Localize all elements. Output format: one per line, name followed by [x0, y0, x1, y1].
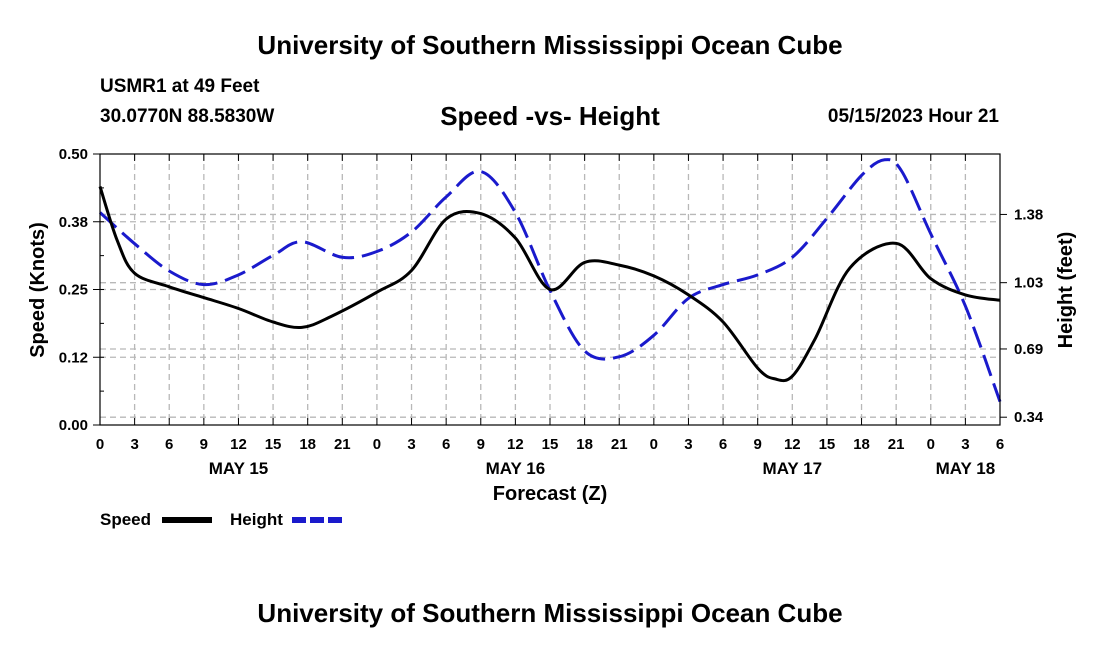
- x-tick-label: 3: [961, 436, 969, 453]
- x-tick-label: 0: [373, 436, 381, 453]
- grid: [100, 154, 1000, 425]
- x-tick-label: 12: [507, 436, 524, 453]
- y2-tick-label: 1.03: [1014, 275, 1043, 292]
- y-axis-label: Speed (Knots): [27, 222, 49, 358]
- x-tick-label: 9: [200, 436, 208, 453]
- legend-speed-label: Speed: [100, 510, 152, 529]
- x-tick-label: 0: [927, 436, 935, 453]
- speed-series-line: [98, 186, 1001, 383]
- x-tick-label: 6: [996, 436, 1004, 453]
- x-tick-label: 21: [334, 436, 351, 453]
- y2-axis-label: Height (feet): [1055, 232, 1077, 349]
- forecast-datetime: 05/15/2023 Hour 21: [827, 106, 999, 127]
- y-tick-label: 0.38: [59, 214, 88, 231]
- x-tick-label: 0: [96, 436, 104, 453]
- x-tick-label: 18: [299, 436, 316, 453]
- x-date-label: MAY 15: [209, 459, 269, 478]
- x-tick-label: 3: [407, 436, 415, 453]
- x-tick-label: 12: [784, 436, 801, 453]
- x-tick-label: 6: [719, 436, 727, 453]
- coordinates-label: 30.0770N 88.5830W: [100, 106, 275, 127]
- axes: 0 3 6 9 12 15 18 21 0 3 6 9 12 15 18 21 0 3 6 9 12 15 18 21 0 3 6M…: [59, 146, 1044, 478]
- y-tick-label: 0.12: [59, 349, 88, 366]
- y2-tick-label: 0.34: [1014, 409, 1044, 426]
- x-tick-label: 3: [130, 436, 138, 453]
- series-group: [98, 158, 1002, 403]
- x-date-label: MAY 16: [486, 459, 546, 478]
- x-tick-label: 3: [684, 436, 692, 453]
- chart-title: Speed -vs- Height: [440, 101, 660, 131]
- y2-tick-label: 0.69: [1014, 341, 1043, 358]
- height-series-line: [98, 158, 1002, 403]
- x-tick-label: 6: [442, 436, 450, 453]
- x-tick-label: 18: [853, 436, 870, 453]
- x-tick-label: 9: [477, 436, 485, 453]
- x-axis-label: Forecast (Z): [493, 483, 607, 505]
- x-tick-label: 15: [542, 436, 559, 453]
- page-title: University of Southern Mississippi Ocean…: [257, 30, 843, 60]
- x-tick-label: 21: [888, 436, 905, 453]
- station-label: USMR1 at 49 Feet: [100, 76, 260, 97]
- y-tick-label: 0.00: [59, 417, 88, 434]
- x-tick-label: 6: [165, 436, 173, 453]
- x-tick-label: 15: [819, 436, 836, 453]
- x-tick-label: 0: [650, 436, 658, 453]
- x-date-label: MAY 18: [936, 459, 996, 478]
- x-tick-label: 12: [230, 436, 247, 453]
- y-tick-label: 0.50: [59, 146, 88, 163]
- x-date-label: MAY 17: [763, 459, 823, 478]
- legend-height-label: Height: [230, 510, 283, 529]
- x-tick-label: 18: [576, 436, 593, 453]
- footer-title: University of Southern Mississippi Ocean…: [257, 598, 843, 628]
- x-tick-label: 21: [611, 436, 628, 453]
- y-tick-label: 0.25: [59, 282, 88, 299]
- y2-tick-label: 1.38: [1014, 206, 1043, 223]
- x-tick-label: 9: [754, 436, 762, 453]
- x-tick-label: 15: [265, 436, 282, 453]
